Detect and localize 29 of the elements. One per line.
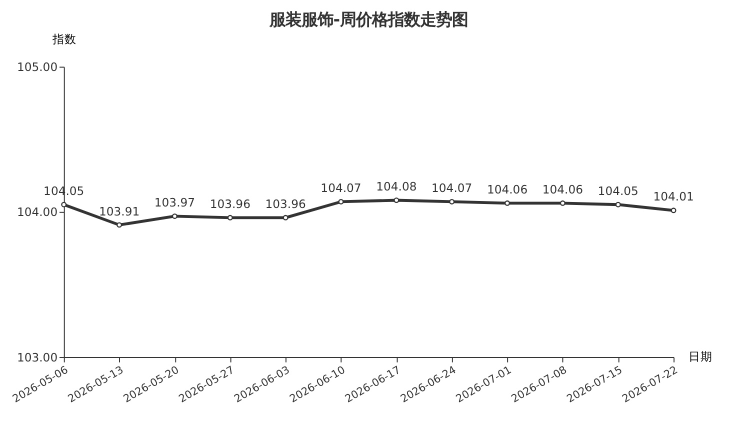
y-axis-title: 指数 [52, 32, 77, 46]
point [338, 198, 344, 204]
data-label: 104.01 [653, 190, 694, 204]
data-label: 104.07 [320, 181, 362, 196]
data-label: 104.05 [598, 184, 638, 198]
data-label: 104.06 [486, 182, 528, 196]
y-tick-label: 105.00 [16, 60, 58, 74]
chart-title: 服装服饰-周价格指数走势图 [268, 10, 468, 30]
point [504, 200, 510, 206]
point [172, 213, 178, 219]
point [670, 208, 676, 214]
point [61, 202, 67, 208]
data-label: 103.97 [154, 196, 196, 210]
data-label: 104.07 [432, 181, 472, 196]
data-label: 104.08 [376, 180, 417, 194]
point [227, 214, 233, 220]
point [282, 214, 288, 220]
data-label: 103.91 [98, 204, 140, 218]
point [560, 200, 566, 206]
point [615, 202, 621, 208]
data-label: 103.96 [210, 197, 250, 211]
point [116, 222, 122, 228]
data-label: 103.96 [265, 197, 306, 211]
data-label: 104.06 [542, 182, 584, 196]
x-axis-title: 日期 [688, 349, 713, 364]
point [394, 198, 400, 203]
point [449, 198, 455, 204]
y-tick-label: 103.00 [16, 350, 58, 364]
y-tick-label: 104.00 [16, 205, 58, 220]
